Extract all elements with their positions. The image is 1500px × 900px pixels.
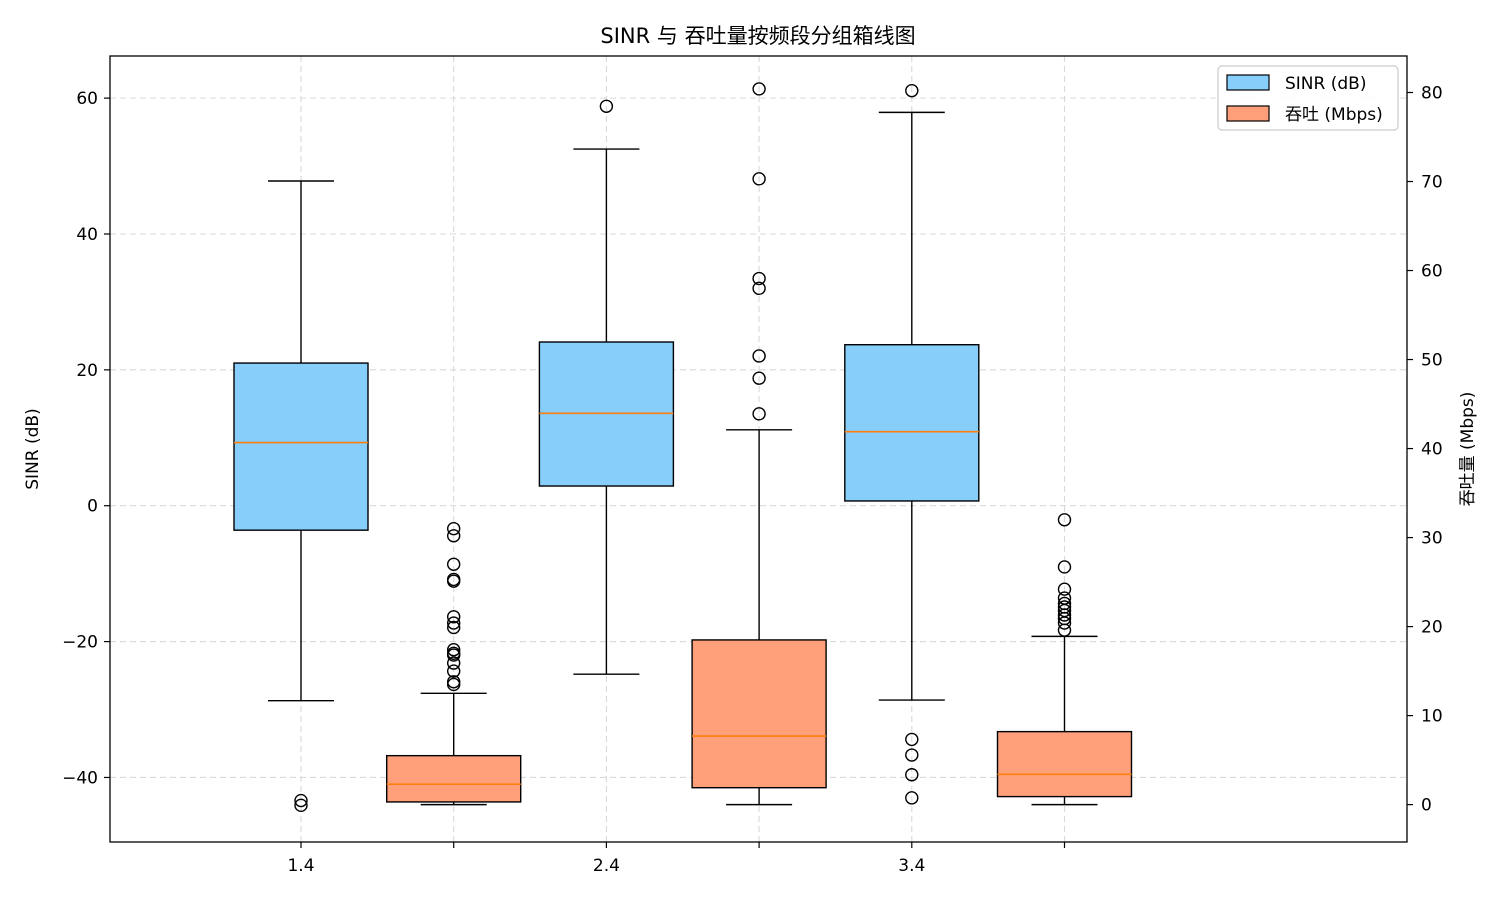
outlier-point (752, 172, 766, 186)
outlier-point (447, 656, 461, 670)
y-axis-label-left: SINR (dB) (23, 408, 43, 489)
y-tick-label-right: 30 (1421, 529, 1443, 549)
outlier-point (447, 677, 461, 692)
outlier-point (905, 768, 919, 782)
y-tick-label-right: 10 (1421, 707, 1443, 727)
outlier-point (1057, 608, 1072, 622)
outlier-point (447, 610, 461, 624)
box-layer (233, 82, 1133, 813)
outlier-point (905, 791, 919, 805)
outlier-point (905, 748, 919, 762)
x-tick-label: 3.4 (898, 856, 925, 876)
outlier-point (905, 732, 919, 747)
y-tick-label-left: 40 (76, 225, 98, 245)
y-tick-label-left: 20 (76, 361, 98, 381)
box-group (233, 180, 369, 813)
axis-layer: −40 −20 0 20 40 60 0 10 20 30 40 50 60 70 80 1.4 2.4 3.4 (62, 83, 1443, 876)
y-tick-label-right: 70 (1421, 173, 1443, 193)
iqr-box (386, 754, 522, 803)
y-tick-label-left: 0 (87, 497, 98, 517)
outlier-point (752, 281, 766, 296)
y-tick-label-left: −40 (62, 768, 98, 788)
outlier-point (447, 529, 461, 543)
outlier-point (1057, 582, 1072, 596)
outlier-point (1057, 560, 1072, 574)
y-tick-label-right: 0 (1421, 796, 1432, 816)
legend-label: SINR (dB) (1285, 74, 1366, 94)
outlier-point (905, 83, 919, 98)
outlier-point (1057, 513, 1072, 527)
outlier-point (447, 620, 461, 635)
legend-label: 吞吐 (Mbps) (1285, 105, 1383, 125)
iqr-box (996, 730, 1133, 798)
y-tick-label-left: −20 (62, 633, 98, 653)
outlier-point (447, 643, 461, 657)
box-group (844, 83, 980, 805)
outlier-point (752, 271, 766, 286)
outlier-point (599, 99, 614, 113)
box-group (691, 82, 827, 806)
legend: SINR (dB) 吞吐 (Mbps) (1217, 65, 1399, 131)
iqr-box (844, 344, 980, 502)
y-tick-label-right: 60 (1421, 262, 1443, 282)
outlier-point (1057, 616, 1072, 630)
outlier-point (447, 616, 461, 630)
outlier-point (447, 664, 461, 678)
y-tick-label-right: 20 (1421, 618, 1443, 638)
legend-swatch (1226, 105, 1270, 122)
box-group (538, 99, 675, 675)
y-tick-label-left: 60 (76, 89, 98, 109)
y-tick-label-right: 50 (1421, 351, 1443, 371)
legend-swatch (1226, 74, 1270, 91)
y-tick-label-right: 80 (1421, 83, 1443, 103)
y-tick-label-right: 40 (1421, 440, 1443, 460)
outlier-point (447, 557, 461, 571)
outlier-point (447, 648, 461, 662)
outlier-point (447, 521, 461, 536)
outlier-point (752, 82, 766, 96)
iqr-box (233, 362, 369, 531)
outlier-point (294, 798, 308, 813)
x-tick-label: 1.4 (287, 856, 314, 876)
x-tick-label: 2.4 (593, 856, 620, 876)
box-group (386, 521, 522, 806)
chart-title: SINR 与 吞吐量按频段分组箱线图 (600, 24, 915, 48)
y-axis-label-right: 吞吐量 (Mbps) (1458, 392, 1478, 507)
outlier-point (752, 407, 766, 421)
outlier-point (447, 574, 461, 588)
outlier-point (1057, 623, 1072, 637)
outlier-point (752, 371, 766, 385)
outlier-point (294, 793, 308, 808)
outlier-point (752, 349, 766, 363)
iqr-box (691, 639, 827, 789)
box-group (996, 513, 1133, 806)
